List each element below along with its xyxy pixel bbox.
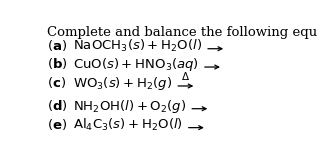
Text: $\mathrm{Al_4C_3}(\mathit{s}) + \mathrm{H_2O}(\mathit{l})$: $\mathrm{Al_4C_3}(\mathit{s}) + \mathrm{…: [73, 117, 183, 133]
Text: $\Delta$: $\Delta$: [181, 70, 190, 82]
Text: $(\mathbf{b})$: $(\mathbf{b})$: [47, 56, 68, 71]
Text: $\mathrm{NH_2OH}(\mathit{l}) + \mathrm{O_2}(\mathit{g})$: $\mathrm{NH_2OH}(\mathit{l}) + \mathrm{O…: [73, 98, 186, 115]
Text: $(\mathbf{c})$: $(\mathbf{c})$: [47, 75, 66, 90]
Text: $\mathrm{WO_3}(\mathit{s}) + \mathrm{H_2}(\mathit{g})$: $\mathrm{WO_3}(\mathit{s}) + \mathrm{H_2…: [73, 75, 172, 92]
Text: $(\mathbf{a})$: $(\mathbf{a})$: [47, 38, 67, 53]
Text: $(\mathbf{e})$: $(\mathbf{e})$: [47, 117, 67, 132]
Text: $\mathrm{NaOCH_3}(\mathit{s}) + \mathrm{H_2O}(\mathit{l})$: $\mathrm{NaOCH_3}(\mathit{s}) + \mathrm{…: [73, 38, 202, 54]
Text: $(\mathbf{d})$: $(\mathbf{d})$: [47, 98, 68, 113]
Text: Complete and balance the following equations:: Complete and balance the following equat…: [47, 26, 318, 39]
Text: $\mathrm{CuO}(\mathit{s}) + \mathrm{HNO_3}(\mathit{aq})$: $\mathrm{CuO}(\mathit{s}) + \mathrm{HNO_…: [73, 56, 199, 73]
